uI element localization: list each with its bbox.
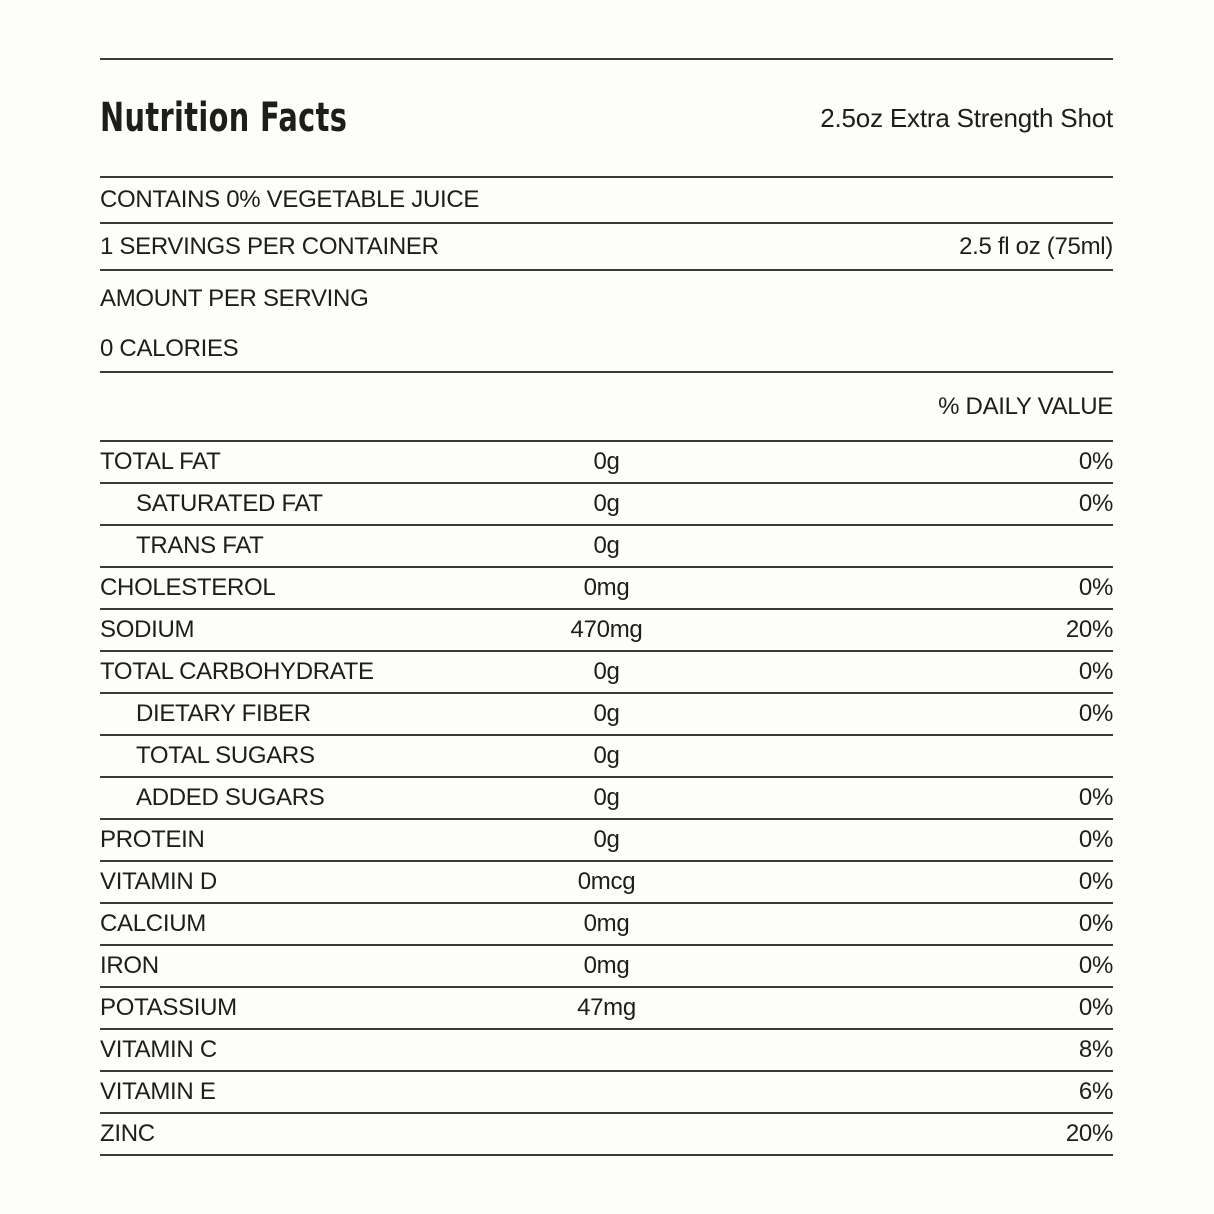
daily-value-header: % DAILY VALUE xyxy=(938,392,1113,420)
nutrient-row: ZINC 20% xyxy=(100,1114,1113,1156)
nutrient-row: TRANS FAT 0g xyxy=(100,526,1113,568)
nutrient-name: DIETARY FIBER xyxy=(136,700,311,727)
nutrient-daily-value: 20% xyxy=(1065,1120,1113,1147)
calories-row: 0 CALORIES xyxy=(100,326,1113,373)
nutrient-row: ADDED SUGARS 0g 0% xyxy=(100,778,1113,820)
nutrient-amount: 0mg xyxy=(583,952,630,979)
nutrient-daily-value: 0% xyxy=(1078,994,1113,1021)
nutrient-daily-value: 0% xyxy=(1078,868,1113,895)
nutrient-amount: 0g xyxy=(593,742,620,769)
nutrient-name: VITAMIN D xyxy=(100,868,217,895)
nutrient-amount: 0g xyxy=(593,658,620,685)
nutrient-name: CALCIUM xyxy=(100,910,206,937)
nutrient-amount: 0g xyxy=(593,448,620,475)
nutrient-row: VITAMIN E 6% xyxy=(100,1072,1113,1114)
nutrient-table: TOTAL FAT 0g 0% SATURATED FAT 0g 0% TRAN… xyxy=(100,442,1113,1156)
nutrient-amount: 0g xyxy=(593,826,620,853)
nutrient-amount: 0mg xyxy=(583,910,630,937)
nutrient-amount: 0g xyxy=(593,700,620,727)
nutrient-amount: 0mcg xyxy=(577,868,636,895)
nutrient-amount: 0g xyxy=(593,784,620,811)
nutrient-name: TOTAL FAT xyxy=(100,448,221,475)
nutrient-row: CALCIUM 0mg 0% xyxy=(100,904,1113,946)
nutrient-amount: 47mg xyxy=(577,994,636,1021)
nutrient-row: TOTAL SUGARS 0g xyxy=(100,736,1113,778)
nutrient-name: ZINC xyxy=(100,1120,155,1147)
amount-per-serving-row: AMOUNT PER SERVING xyxy=(100,271,1113,326)
nutrient-daily-value: 0% xyxy=(1078,490,1113,517)
contains-statement: CONTAINS 0% VEGETABLE JUICE xyxy=(100,186,480,213)
nutrient-name: VITAMIN E xyxy=(100,1078,216,1105)
nutrition-facts-label: Nutrition Facts 2.5oz Extra Strength Sho… xyxy=(100,58,1113,1156)
amount-per-serving: AMOUNT PER SERVING xyxy=(100,284,369,312)
nutrient-row: SODIUM 470mg 20% xyxy=(100,610,1113,652)
nutrient-row: SATURATED FAT 0g 0% xyxy=(100,484,1113,526)
nutrient-name: IRON xyxy=(100,952,159,979)
nutrient-name: CHOLESTEROL xyxy=(100,574,276,601)
contains-statement-row: CONTAINS 0% VEGETABLE JUICE xyxy=(100,178,1113,224)
servings-per-container: 1 SERVINGS PER CONTAINER xyxy=(100,232,439,260)
calories-value: 0 CALORIES xyxy=(100,334,239,362)
label-header: Nutrition Facts 2.5oz Extra Strength Sho… xyxy=(100,60,1113,178)
nutrient-name: TRANS FAT xyxy=(136,532,264,559)
nutrient-daily-value: 0% xyxy=(1078,952,1113,979)
nutrient-name: POTASSIUM xyxy=(100,994,237,1021)
nutrient-amount: 470mg xyxy=(570,616,643,643)
nutrient-row: VITAMIN C 8% xyxy=(100,1030,1113,1072)
nutrient-name: ADDED SUGARS xyxy=(136,784,325,811)
nutrient-name: VITAMIN C xyxy=(100,1036,217,1063)
nutrient-row: POTASSIUM 47mg 0% xyxy=(100,988,1113,1030)
nutrient-daily-value: 0% xyxy=(1078,784,1113,811)
nutrient-daily-value: 0% xyxy=(1078,658,1113,685)
daily-value-header-row: % DAILY VALUE xyxy=(100,373,1113,442)
nutrient-daily-value: 8% xyxy=(1078,1036,1113,1063)
nutrient-row: VITAMIN D 0mcg 0% xyxy=(100,862,1113,904)
nutrient-name: SODIUM xyxy=(100,616,195,643)
nutrient-amount: 0mg xyxy=(583,574,630,601)
nutrient-daily-value: 20% xyxy=(1065,616,1113,643)
nutrient-daily-value: 0% xyxy=(1078,910,1113,937)
page-title: Nutrition Facts xyxy=(100,95,348,141)
nutrient-row: PROTEIN 0g 0% xyxy=(100,820,1113,862)
nutrient-daily-value: 6% xyxy=(1078,1078,1113,1105)
serving-size: 2.5 fl oz (75ml) xyxy=(959,232,1113,260)
nutrient-daily-value: 0% xyxy=(1078,574,1113,601)
nutrient-row: TOTAL FAT 0g 0% xyxy=(100,442,1113,484)
nutrient-daily-value: 0% xyxy=(1078,448,1113,475)
nutrient-amount: 0g xyxy=(593,532,620,559)
nutrient-row: IRON 0mg 0% xyxy=(100,946,1113,988)
nutrient-row: TOTAL CARBOHYDRATE 0g 0% xyxy=(100,652,1113,694)
nutrient-row: DIETARY FIBER 0g 0% xyxy=(100,694,1113,736)
nutrient-name: TOTAL SUGARS xyxy=(136,742,315,769)
nutrient-name: SATURATED FAT xyxy=(136,490,323,517)
nutrient-amount: 0g xyxy=(593,490,620,517)
servings-row: 1 SERVINGS PER CONTAINER 2.5 fl oz (75ml… xyxy=(100,224,1113,271)
nutrient-name: PROTEIN xyxy=(100,826,205,853)
nutrient-daily-value: 0% xyxy=(1078,700,1113,727)
nutrient-name: TOTAL CARBOHYDRATE xyxy=(100,658,374,685)
nutrient-daily-value: 0% xyxy=(1078,826,1113,853)
product-subtitle: 2.5oz Extra Strength Shot xyxy=(820,102,1113,133)
nutrient-row: CHOLESTEROL 0mg 0% xyxy=(100,568,1113,610)
